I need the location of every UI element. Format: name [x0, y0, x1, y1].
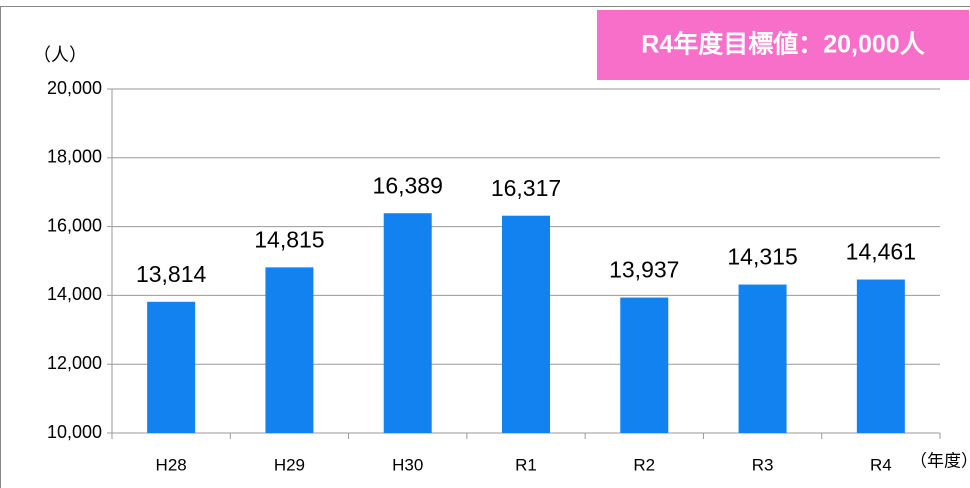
data-label: 13,937 — [609, 257, 679, 283]
y-tick-label: 16,000 — [47, 215, 102, 235]
data-label: 14,461 — [846, 239, 916, 265]
x-tick-label: H29 — [274, 455, 305, 474]
bar — [856, 279, 905, 433]
data-label: 13,814 — [136, 261, 207, 287]
x-tick-label: R3 — [752, 455, 774, 474]
data-label: 14,815 — [254, 226, 324, 252]
x-axis-label: （年度） — [910, 451, 970, 470]
bar — [502, 215, 550, 433]
y-tick-label: 20,000 — [47, 78, 102, 98]
data-label: 14,315 — [727, 244, 797, 270]
bar — [147, 301, 196, 433]
bar — [738, 284, 787, 433]
x-tick-label: H30 — [392, 455, 423, 474]
bar — [265, 267, 314, 433]
data-label: 16,389 — [373, 172, 443, 198]
data-label: 16,317 — [491, 175, 561, 201]
bar — [383, 213, 432, 433]
bar — [620, 297, 669, 433]
annotation-box — [597, 10, 969, 80]
y-tick-label: 18,000 — [47, 147, 102, 167]
x-tick-label: R4 — [870, 455, 892, 474]
x-tick-label: R2 — [633, 455, 655, 474]
y-tick-label: 12,000 — [47, 353, 102, 373]
y-tick-label: 10,000 — [47, 422, 102, 442]
x-tick-label: R1 — [515, 455, 537, 474]
y-axis-label: （人） — [33, 45, 87, 65]
annotation: R4年度目標値：20,000人 — [641, 30, 924, 59]
y-tick-label: 14,000 — [47, 284, 102, 304]
x-tick-label: H28 — [156, 455, 187, 474]
